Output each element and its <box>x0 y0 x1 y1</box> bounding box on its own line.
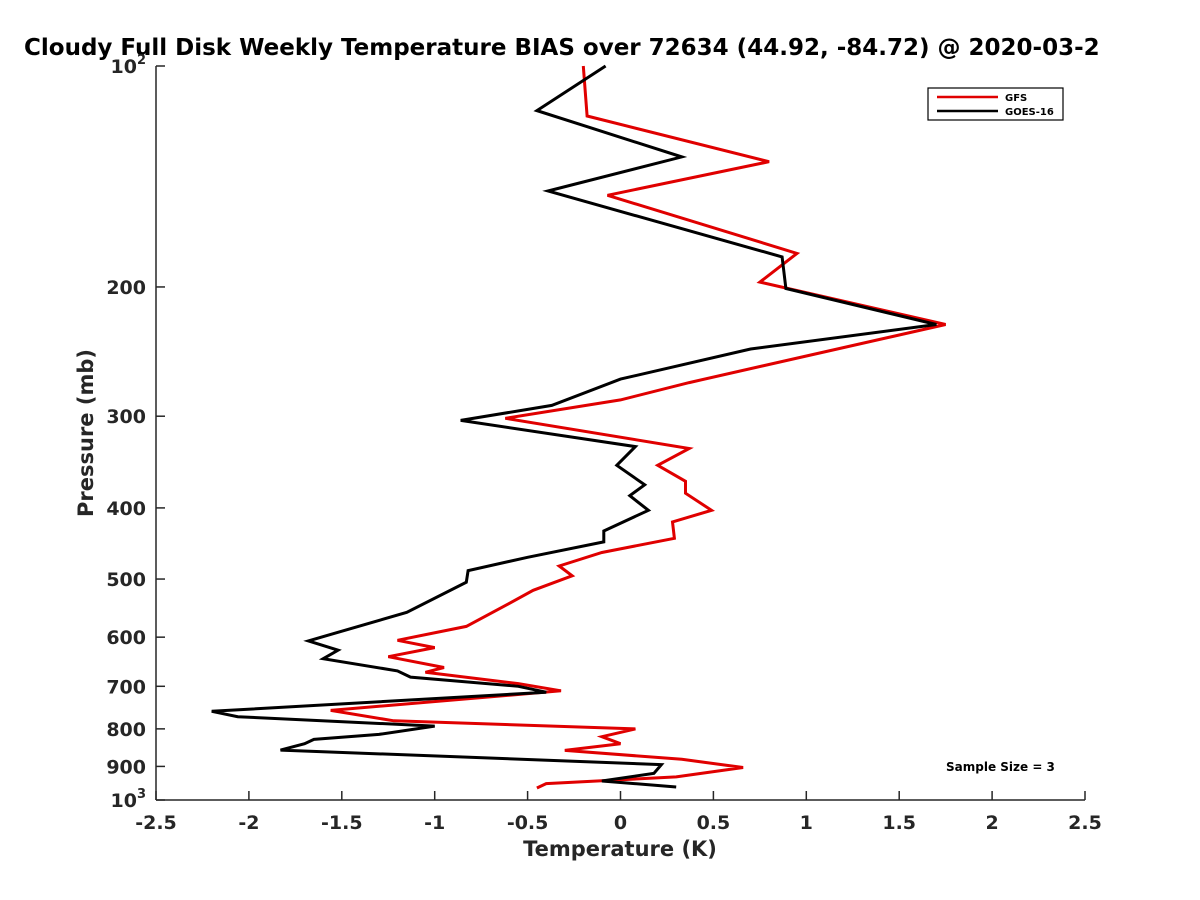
y-tick-label: 103 <box>111 787 147 812</box>
y-tick-label: 800 <box>106 719 146 741</box>
legend-label-goes16: GOES-16 <box>1005 107 1054 118</box>
x-tick-label: 2 <box>985 812 998 834</box>
y-tick-label: 500 <box>106 569 146 591</box>
chart-title: Cloudy Full Disk Weekly Temperature BIAS… <box>24 35 1100 61</box>
x-axis-label: Temperature (K) <box>523 837 717 861</box>
legend-label-gfs: GFS <box>1005 93 1027 104</box>
x-tick-label: -2.5 <box>135 812 177 834</box>
y-tick-label: 400 <box>106 498 146 520</box>
x-tick-label: 0 <box>614 812 627 834</box>
x-tick-label: 2.5 <box>1068 812 1102 834</box>
series-line-gfs <box>330 65 946 790</box>
y-tick-label: 600 <box>106 627 146 649</box>
x-tick-label: 1 <box>800 812 813 834</box>
y-tick-label: 700 <box>106 676 146 698</box>
legend: GFS GOES-16 <box>927 87 1064 121</box>
x-tick-label: -1 <box>424 812 445 834</box>
x-tick-label: -0.5 <box>507 812 549 834</box>
y-tick-label: 900 <box>106 756 146 778</box>
y-axis-label: Pressure (mb) <box>74 349 98 517</box>
x-tick-label: 1.5 <box>882 812 916 834</box>
y-tick-label: 200 <box>106 277 146 299</box>
axes: -2.5 -2 -1.5 -1 -0.5 0 0.5 1 1.5 2 2.5 102 200 300 40… <box>106 53 1102 834</box>
x-tick-label: -1.5 <box>321 812 363 834</box>
y-tick-label: 300 <box>106 406 146 428</box>
y-tick-label: 102 <box>111 53 147 78</box>
sample-size-annotation: Sample Size = 3 <box>946 760 1055 774</box>
legend-box <box>927 87 1064 121</box>
series-line-goes-16 <box>211 64 937 789</box>
x-tick-label: -2 <box>238 812 259 834</box>
x-ticks: -2.5 -2 -1.5 -1 -0.5 0 0.5 1 1.5 2 2.5 <box>135 791 1102 834</box>
series-group <box>211 64 946 790</box>
x-tick-label: 0.5 <box>697 812 731 834</box>
y-ticks: 102 200 300 400 500 600 700 800 900 103 <box>106 53 165 812</box>
